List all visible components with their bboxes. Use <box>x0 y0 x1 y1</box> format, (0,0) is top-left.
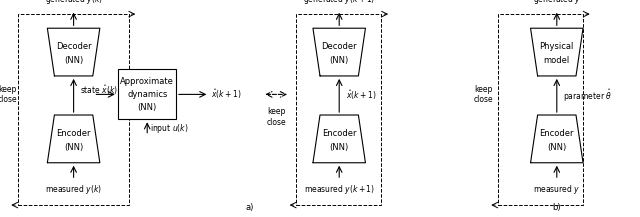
Text: parameter $\hat{\theta}$: parameter $\hat{\theta}$ <box>563 87 612 104</box>
Bar <box>118 69 176 119</box>
Bar <box>498 14 583 205</box>
Text: Encoder: Encoder <box>540 129 574 138</box>
Text: (NN): (NN) <box>64 143 83 152</box>
Bar <box>18 14 129 205</box>
Text: dynamics: dynamics <box>127 90 168 99</box>
Text: $\hat{x}(k+1)$: $\hat{x}(k+1)$ <box>346 89 376 102</box>
Text: input $u(k)$: input $u(k)$ <box>150 122 188 135</box>
Text: measured $y(k+1)$: measured $y(k+1)$ <box>303 183 375 196</box>
Text: measured $y(k)$: measured $y(k)$ <box>45 183 102 196</box>
Text: (NN): (NN) <box>330 56 349 65</box>
Text: Encoder: Encoder <box>322 129 356 138</box>
Text: keep
close: keep close <box>0 85 17 104</box>
Text: state $\hat{x}(k)$: state $\hat{x}(k)$ <box>80 83 118 97</box>
Text: model: model <box>543 56 570 65</box>
Text: generated $\hat{y}(k)$: generated $\hat{y}(k)$ <box>45 0 102 7</box>
Text: a): a) <box>245 203 254 212</box>
Text: (NN): (NN) <box>547 143 566 152</box>
Text: Decoder: Decoder <box>321 42 357 51</box>
Text: (NN): (NN) <box>138 103 157 112</box>
Text: (NN): (NN) <box>64 56 83 65</box>
Text: b): b) <box>552 203 561 212</box>
Text: $\hat{x}(k+1)$: $\hat{x}(k+1)$ <box>211 88 242 101</box>
Bar <box>296 14 381 205</box>
Text: generated $\hat{y}(k+1)$: generated $\hat{y}(k+1)$ <box>303 0 375 7</box>
Text: Encoder: Encoder <box>56 129 91 138</box>
Text: Physical: Physical <box>540 42 574 51</box>
Text: (NN): (NN) <box>330 143 349 152</box>
Text: Approximate: Approximate <box>120 77 174 86</box>
Text: keep
close: keep close <box>474 85 493 104</box>
Text: keep
close: keep close <box>266 107 286 127</box>
Text: measured $y$: measured $y$ <box>533 183 580 196</box>
Text: Decoder: Decoder <box>56 42 92 51</box>
Text: generated $\hat{y}$: generated $\hat{y}$ <box>532 0 581 7</box>
